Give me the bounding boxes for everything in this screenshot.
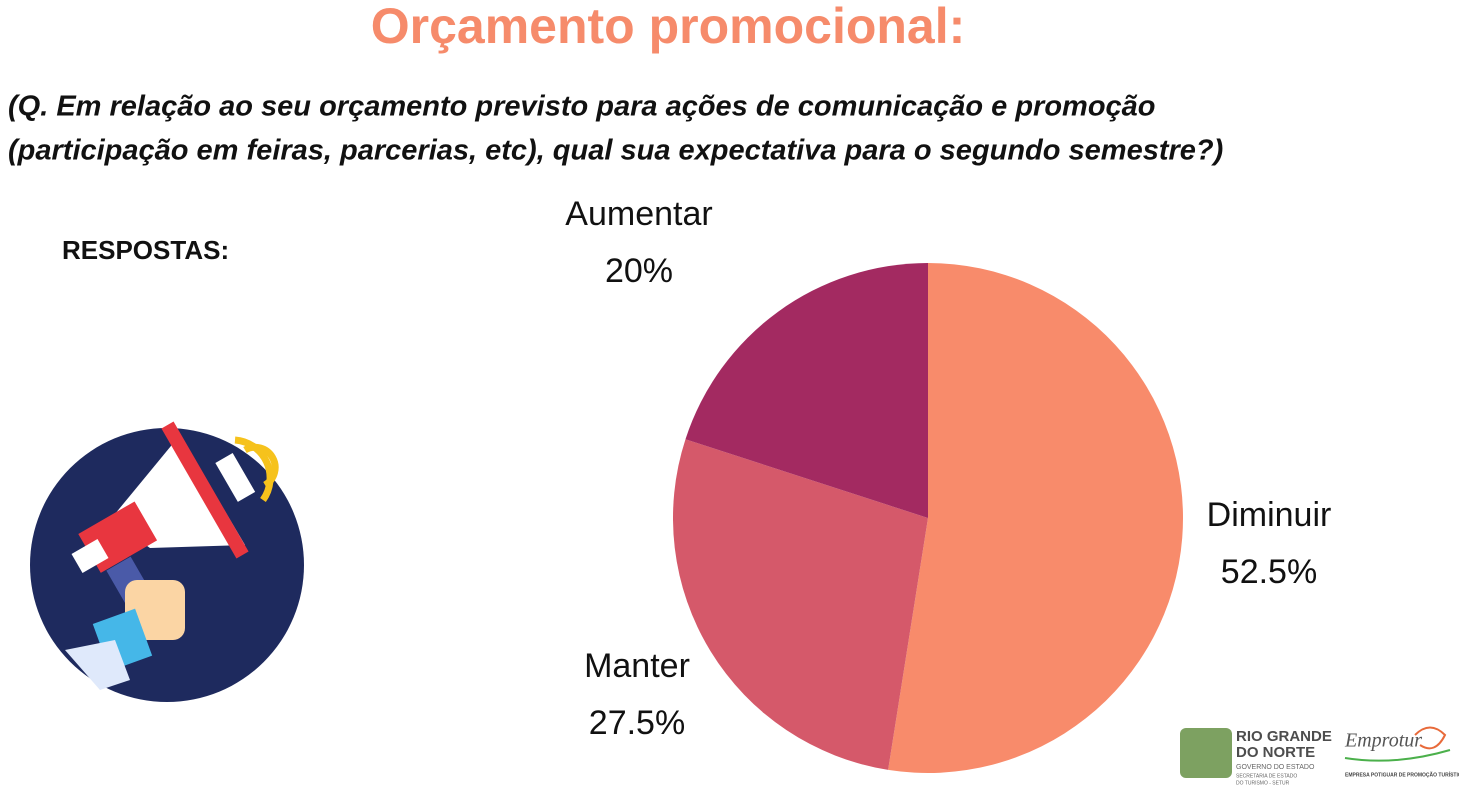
slice-label: Manter — [584, 647, 690, 685]
pie-slice — [673, 439, 928, 770]
logo-text: DO TURISMO - SETUR — [1236, 780, 1290, 786]
logo-text: GOVERNO DO ESTADO — [1236, 764, 1315, 771]
question-line: (Q. Em relação ao seu orçamento previsto… — [8, 91, 1156, 123]
logo-text: RIO GRANDE — [1236, 728, 1332, 745]
logo-left: RIO GRANDE DO NORTE GOVERNO DO ESTADO SE… — [1180, 728, 1332, 786]
pie-slice — [685, 263, 928, 518]
logo-text: Emprotur — [1344, 730, 1422, 752]
slice-label: Diminuir — [1207, 496, 1332, 534]
logo-text: DO NORTE — [1236, 744, 1315, 761]
pie-slice — [888, 263, 1183, 773]
logo-right: Emprotur EMPRESA POTIGUAR DE PROMOÇÃO TU… — [1344, 726, 1459, 778]
title: Orçamento promocional: — [371, 0, 966, 54]
slice-label: Aumentar — [565, 195, 712, 233]
question-line: (participação em feiras, parcerias, etc)… — [8, 135, 1223, 167]
value-label: 52.5% — [1221, 553, 1317, 591]
value-label: 27.5% — [589, 704, 685, 742]
responses-label: RESPOSTAS: — [62, 235, 229, 265]
logo-text: SECRETARIA DE ESTADO — [1236, 773, 1297, 779]
megaphone-icon — [30, 421, 304, 702]
logo-text: EMPRESA POTIGUAR DE PROMOÇÃO TURÍSTICA — [1345, 770, 1459, 778]
value-label: 20% — [605, 252, 673, 290]
